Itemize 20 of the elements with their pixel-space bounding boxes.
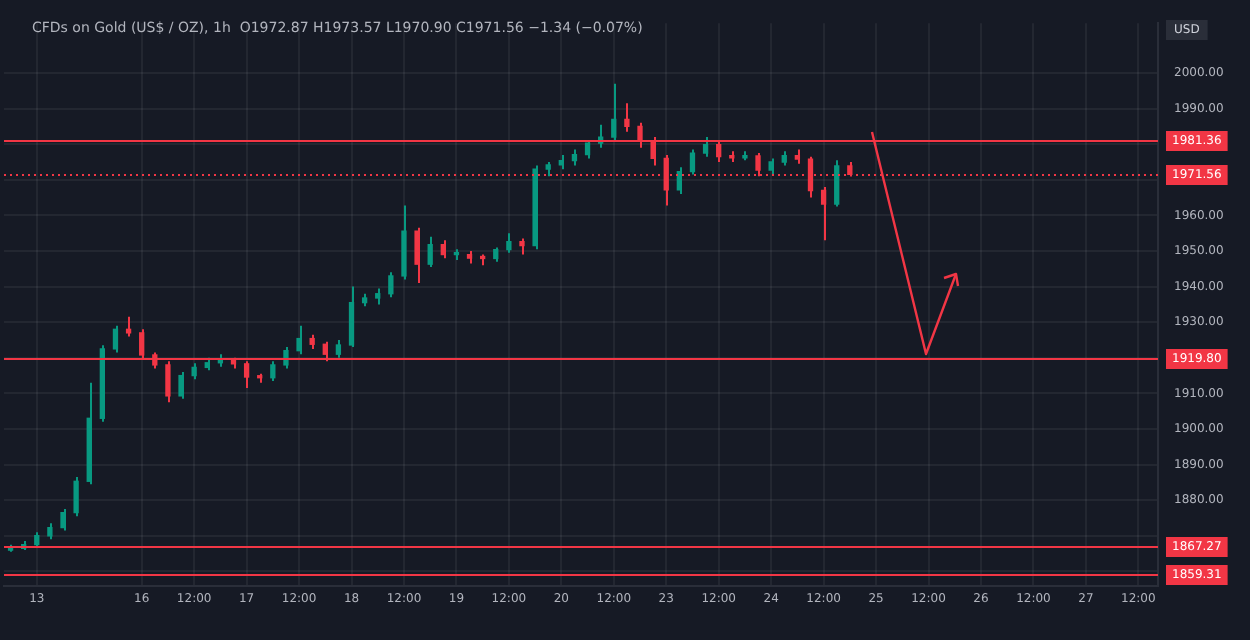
- candlestick: [270, 360, 276, 382]
- candlestick: [388, 271, 394, 299]
- candlestick: [820, 185, 827, 242]
- candlestick: [60, 508, 66, 532]
- candlestick: [178, 371, 184, 400]
- candlestick: [283, 346, 289, 370]
- candlestick: [125, 315, 132, 338]
- candlestick: [427, 235, 433, 269]
- candlestick: [624, 102, 630, 133]
- candlestick: [702, 136, 709, 158]
- candlestick: [611, 82, 617, 142]
- candlestick: [414, 226, 420, 285]
- candlestick: [506, 232, 512, 254]
- candlestick: [73, 476, 79, 518]
- candlestick: [112, 324, 119, 354]
- candlestick: [401, 204, 407, 281]
- candlestick: [296, 324, 302, 356]
- candlestick: [834, 159, 840, 208]
- candlestick: [689, 148, 696, 176]
- candlestick: [348, 285, 355, 349]
